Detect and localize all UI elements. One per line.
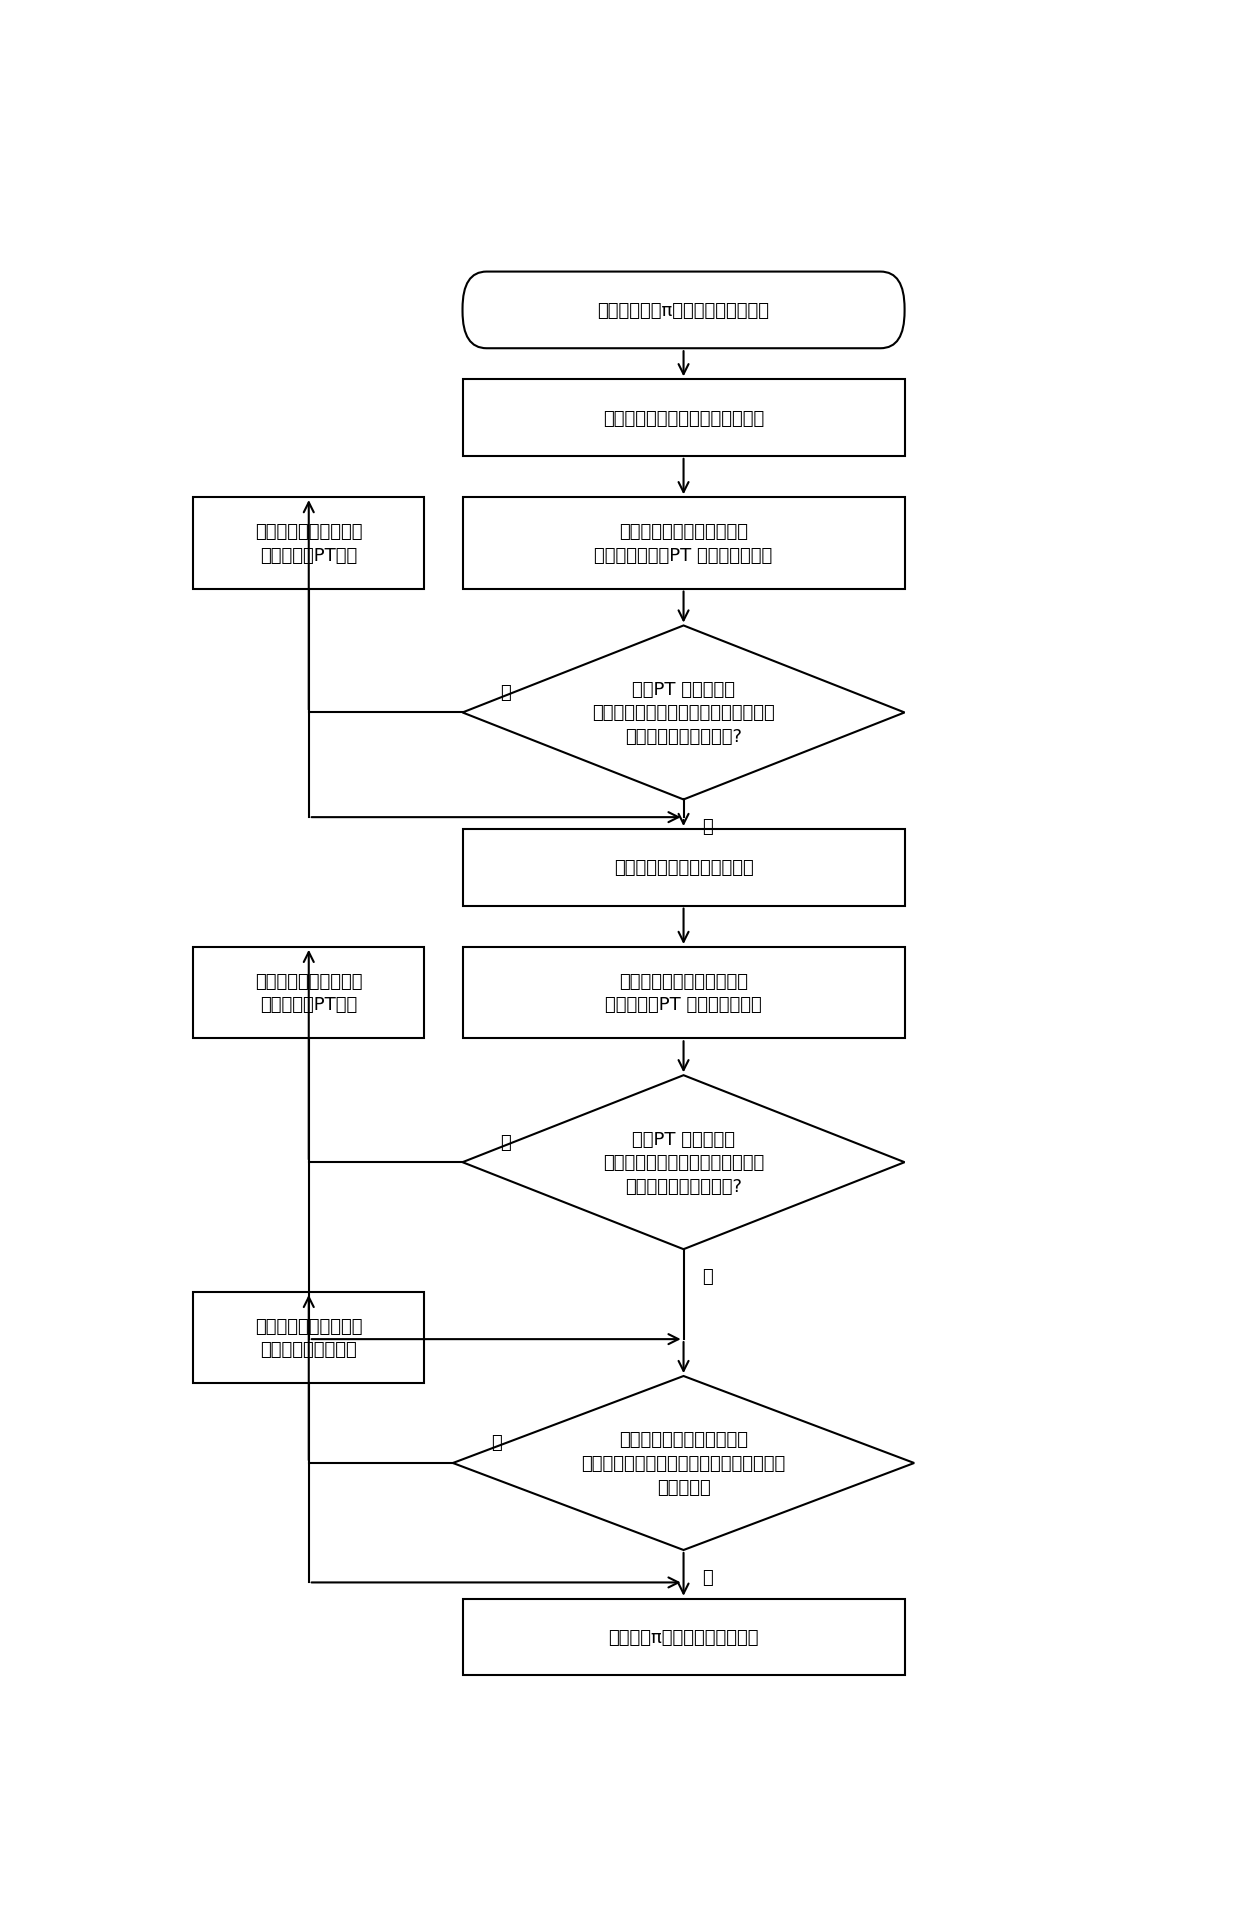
Bar xyxy=(463,498,904,590)
Text: 降燃气发电机电压为零
检查并消除接线缺陷: 降燃气发电机电压为零 检查并消除接线缺陷 xyxy=(255,1317,362,1359)
Bar xyxy=(193,947,424,1039)
Text: 各个PT 二次侧电压
测量值与燃气发电机输出额定电压
二次侧理论计算值一致?: 各个PT 二次侧电压 测量值与燃气发电机输出额定电压 二次侧理论计算值一致? xyxy=(603,1129,764,1194)
Text: 否: 否 xyxy=(491,1434,501,1451)
Bar xyxy=(463,947,904,1039)
Text: 降燃气发电机电压为零
检查并消除PT缺陷: 降燃气发电机电压为零 检查并消除PT缺陷 xyxy=(255,972,362,1014)
Bar xyxy=(463,381,904,457)
FancyBboxPatch shape xyxy=(463,272,905,348)
Text: 是: 是 xyxy=(702,817,713,836)
Text: 燃气电厂π型同源核相实验结束: 燃气电厂π型同源核相实验结束 xyxy=(609,1629,759,1646)
Polygon shape xyxy=(463,1076,905,1250)
Text: 调节燃气发电机输出一半额定电压: 调节燃气发电机输出一半额定电压 xyxy=(603,410,764,427)
Bar xyxy=(463,1598,904,1675)
Polygon shape xyxy=(453,1376,914,1550)
Text: 否: 否 xyxy=(501,683,511,701)
Text: 测量并记录燃气发电机输出
一半额定电压时PT 二次侧实际电压: 测量并记录燃气发电机输出 一半额定电压时PT 二次侧实际电压 xyxy=(594,523,773,565)
Text: 测量并记录燃气发电机输出
额定电压时PT 二次侧实际电压: 测量并记录燃气发电机输出 额定电压时PT 二次侧实际电压 xyxy=(605,972,761,1014)
Bar xyxy=(463,829,904,905)
Text: 调节燃气发电机输出额定电压: 调节燃气发电机输出额定电压 xyxy=(614,859,754,877)
Polygon shape xyxy=(463,626,905,800)
Text: 否: 否 xyxy=(501,1133,511,1150)
Bar xyxy=(193,498,424,590)
Text: 是: 是 xyxy=(702,1267,713,1284)
Text: 进行燃气电厂π型同源核相实验准备: 进行燃气电厂π型同源核相实验准备 xyxy=(598,302,770,320)
Text: 检查燃机发电机待并侧电压
和系统侧电压、检查汽机发电机待并侧电压
极性一致？: 检查燃机发电机待并侧电压 和系统侧电压、检查汽机发电机待并侧电压 极性一致？ xyxy=(582,1430,786,1497)
Text: 各个PT 二次侧电压
测量值与燃气发电机输出一半额定电压
二次侧理论计算值一致?: 各个PT 二次侧电压 测量值与燃气发电机输出一半额定电压 二次侧理论计算值一致? xyxy=(593,681,775,746)
Bar xyxy=(193,1292,424,1384)
Text: 降燃气发电机电压为零
检查并消除PT缺陷: 降燃气发电机电压为零 检查并消除PT缺陷 xyxy=(255,523,362,565)
Text: 是: 是 xyxy=(702,1568,713,1585)
